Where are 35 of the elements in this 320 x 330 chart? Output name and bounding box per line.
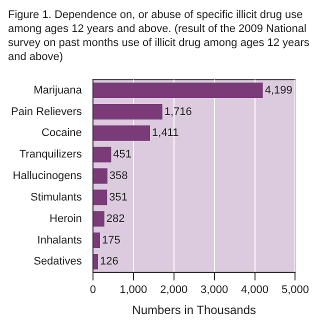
y-tick-label: Hallucinogens — [12, 170, 82, 182]
data-label: 1,411 — [152, 127, 179, 140]
bar — [93, 146, 112, 162]
x-tick-label: 3,000 — [200, 284, 228, 296]
x-tick-label: 2,000 — [160, 284, 188, 296]
data-label: 175 — [102, 234, 120, 246]
data-label: 351 — [109, 191, 128, 204]
bar — [93, 254, 98, 270]
y-tick-label: Cocaine — [42, 127, 82, 140]
bar — [93, 190, 108, 206]
bar — [93, 82, 263, 98]
data-label: 126 — [100, 256, 118, 268]
data-label: 1,716 — [164, 106, 192, 118]
bar — [93, 232, 100, 248]
x-tick-label: 1,000 — [120, 284, 148, 296]
y-tick-label: Marijuana — [34, 84, 83, 96]
data-label: 4,199 — [264, 84, 292, 96]
y-tick-label: Tranquilizers — [19, 148, 82, 161]
data-label: 358 — [109, 170, 128, 182]
chart-title: Figure 1. Dependence on, or abuse of specific illicit drug use among ages 12 years and above. (result of the 2009 National survey on past months use of illicit drug among ages 12 years and above) — [8, 8, 310, 64]
y-tick-label: Inhalants — [37, 234, 82, 246]
x-tick-label: 5,000 — [281, 284, 309, 296]
x-tick-label: 0 — [90, 284, 96, 296]
data-label: 451 — [113, 148, 132, 161]
data-label: 282 — [106, 212, 125, 225]
y-tick-label: Stimulants — [30, 191, 82, 204]
bar — [93, 104, 162, 120]
bar — [93, 168, 108, 184]
bar — [93, 125, 150, 141]
x-tick-label: 4,000 — [241, 284, 269, 296]
y-tick-label: Sedatives — [34, 256, 82, 268]
y-tick-label: Pain Relievers — [11, 106, 82, 118]
y-tick-label: Heroin — [50, 212, 82, 225]
bar — [93, 211, 104, 227]
x-axis-title: Numbers in Thousands — [132, 303, 256, 318]
